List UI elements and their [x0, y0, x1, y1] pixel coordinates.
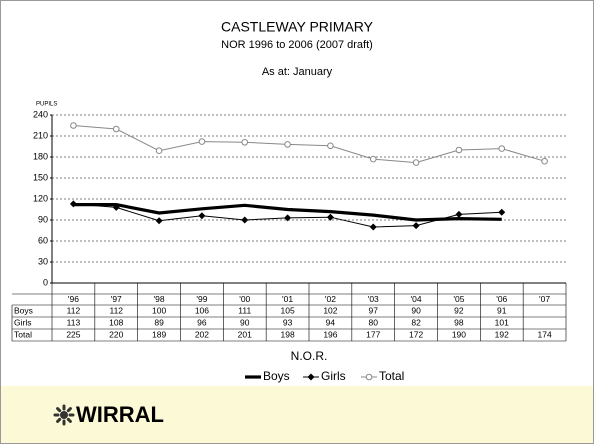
y-axis-label: PUPILS	[36, 102, 57, 108]
point-marker	[326, 213, 334, 221]
table-cell: 112	[67, 305, 81, 315]
table-cell: 82	[411, 317, 421, 327]
point-marker	[412, 159, 420, 166]
point-marker	[69, 200, 77, 208]
y-tick-label: 150	[33, 172, 48, 182]
annotation: As at: January	[262, 66, 333, 78]
legend-label: Girls	[321, 369, 346, 383]
table-cell: 108	[109, 317, 123, 327]
point-marker	[284, 214, 292, 222]
table-cell: 91	[497, 305, 507, 315]
point-marker	[70, 122, 77, 129]
legend-marker	[307, 373, 315, 381]
table-row-label: Total	[14, 329, 32, 339]
table-cell: 90	[240, 317, 250, 327]
series-line	[73, 203, 502, 222]
x-tick-label: '96	[68, 294, 79, 304]
x-tick-label: '01	[282, 294, 293, 304]
table-cell: 111	[238, 305, 251, 315]
table-cell: 92	[454, 305, 464, 315]
table-cell: 196	[323, 329, 337, 339]
point-marker	[412, 222, 420, 230]
table-cell: 96	[197, 317, 207, 327]
point-marker	[369, 155, 377, 163]
point-marker	[498, 145, 506, 152]
table-cell: 93	[283, 317, 293, 327]
y-tick-label: 60	[38, 235, 48, 245]
table-cell: 172	[409, 329, 423, 339]
point-marker	[327, 142, 334, 150]
table-cell: 89	[154, 317, 164, 327]
table-row-label: Girls	[14, 317, 31, 327]
table-cell: 177	[366, 329, 380, 339]
table-cell: 105	[280, 305, 294, 315]
x-tick-label: '99	[196, 294, 207, 304]
point-marker	[541, 157, 548, 165]
x-tick-label: '04	[411, 294, 422, 304]
point-marker	[241, 139, 249, 146]
table-cell: 192	[495, 329, 509, 339]
footer-band	[1, 386, 593, 443]
point-marker	[455, 210, 463, 218]
point-marker	[155, 147, 163, 154]
x-tick-label: '97	[111, 294, 122, 304]
point-marker	[498, 208, 506, 216]
table-row-label: Boys	[14, 305, 33, 315]
legend-marker	[365, 373, 373, 381]
legend-label: Boys	[263, 369, 290, 383]
x-tick-label: '98	[154, 294, 165, 304]
x-tick-label: '06	[496, 294, 507, 304]
table-cell: 112	[109, 305, 123, 315]
table-cell: 98	[454, 317, 464, 327]
point-marker	[284, 141, 291, 148]
table-cell: 113	[67, 317, 81, 327]
table-cell: 94	[326, 317, 336, 327]
point-marker	[112, 203, 120, 211]
table-cell: 198	[280, 329, 294, 339]
chart-subtitle: NOR 1996 to 2006 (2007 draft)	[221, 39, 373, 51]
point-marker	[198, 138, 206, 145]
table-cell: 90	[411, 305, 421, 315]
x-tick-label: '05	[453, 294, 464, 304]
point-marker	[455, 146, 463, 154]
table-cell: 80	[369, 317, 379, 327]
legend-label: Total	[379, 369, 404, 383]
logo-text: WIRRAL	[76, 402, 164, 427]
table-cell: 174	[537, 329, 551, 339]
point-marker	[155, 217, 163, 225]
series-line	[73, 125, 545, 164]
table-cell: 202	[195, 329, 209, 339]
y-tick-label: 90	[38, 214, 48, 224]
y-tick-label: 210	[33, 130, 48, 140]
x-tick-label: '03	[368, 294, 379, 304]
table-cell: 189	[152, 329, 166, 339]
table-cell: 101	[495, 317, 509, 327]
x-tick-label: '02	[325, 294, 336, 304]
table-cell: 220	[109, 329, 123, 339]
chart-title: CASTLEWAY PRIMARY	[221, 19, 374, 35]
table-cell: 100	[152, 305, 166, 315]
point-marker	[112, 125, 120, 133]
table-cell: 102	[323, 305, 337, 315]
table-cell: 201	[238, 329, 252, 339]
table-cell: 97	[369, 305, 379, 315]
y-tick-label: 30	[38, 256, 48, 266]
x-axis-label: N.O.R.	[291, 349, 328, 363]
y-tick-label: 0	[43, 277, 48, 287]
y-tick-label: 240	[33, 109, 48, 119]
logo-icon	[53, 404, 75, 426]
point-marker	[369, 223, 377, 231]
x-tick-label: '00	[239, 294, 250, 304]
point-marker	[241, 216, 249, 224]
x-tick-label: '07	[539, 294, 550, 304]
table-cell: 225	[66, 329, 80, 339]
point-marker	[198, 212, 206, 220]
table-cell: 190	[452, 329, 466, 339]
table-cell: 106	[195, 305, 209, 315]
y-tick-label: 120	[33, 193, 48, 203]
y-tick-label: 180	[33, 151, 48, 161]
